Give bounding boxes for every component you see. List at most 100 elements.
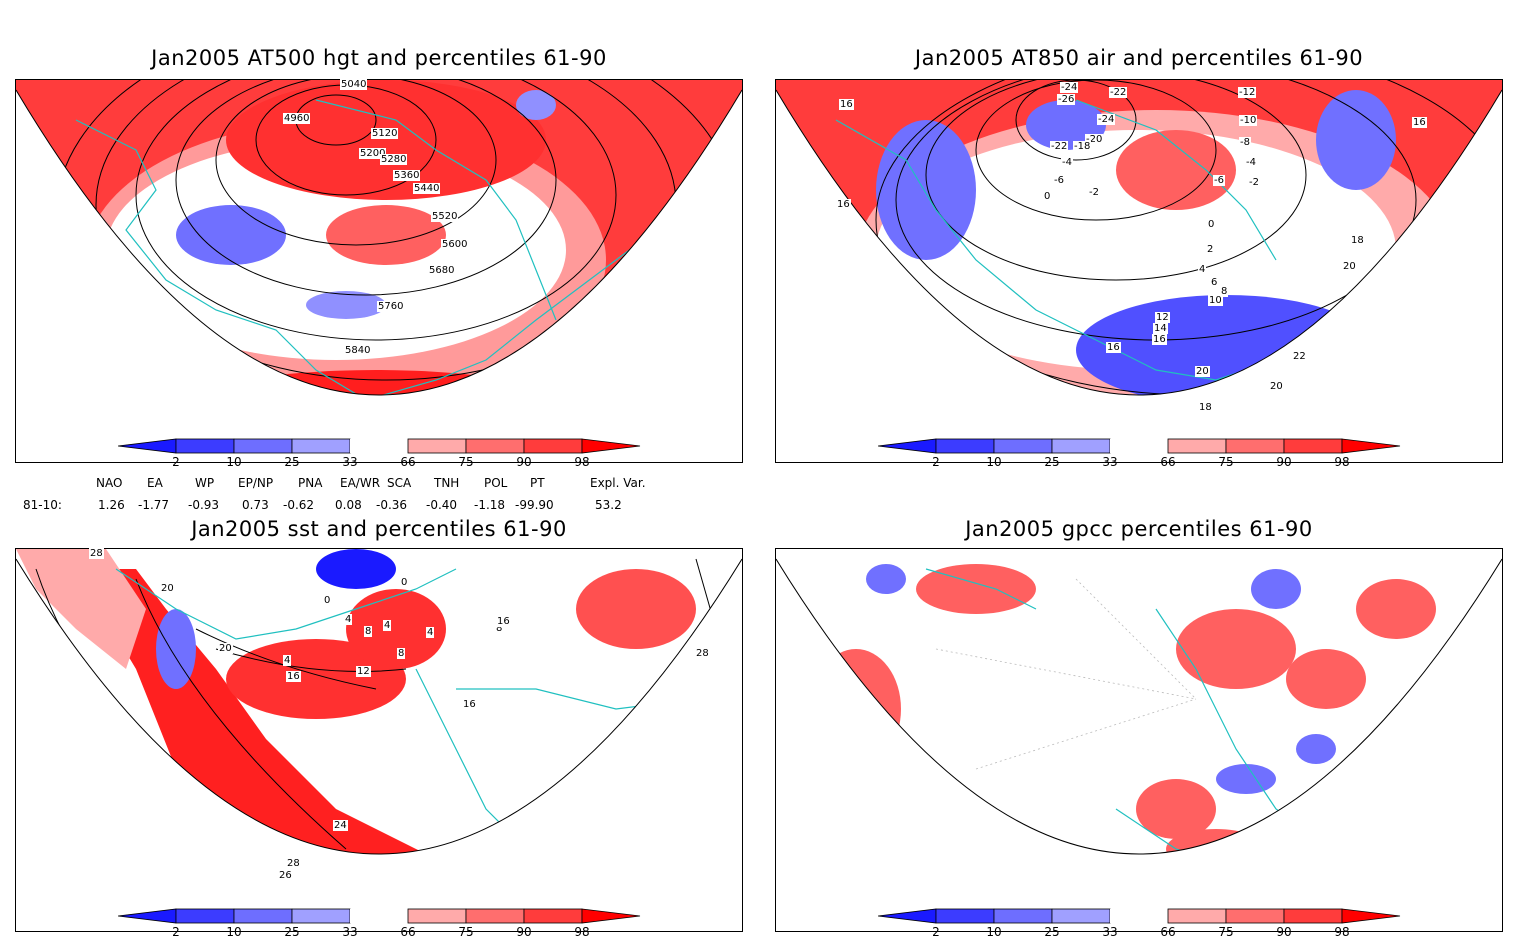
colorbar-segment [935,908,995,924]
tc-value-ea: -1.77 [138,498,170,512]
panel-title-gpcc: Jan2005 gpcc percentiles 61-90 [965,517,1313,541]
tc-header-pt: PT [530,476,545,490]
contour-labels-hgt500: 4960 5120 5200 5280 5360 5440 5520 5600 5680 5760… [15,79,741,461]
contour-label: -10 [1239,115,1258,126]
tick-label: 25 [1044,925,1060,939]
tick-label: 75 [458,925,474,939]
contour-label: 8 [495,623,504,634]
colorbar-4: 2 10 25 33 66 75 90 98 [878,908,1418,948]
contour-label: -22 [1050,141,1069,152]
contour-label: 5440 [413,183,441,194]
colorbar-segment [175,908,235,924]
contour-label: 20 [1195,366,1210,377]
tc-value-eawr: 0.08 [335,498,362,512]
tick-label: 33 [342,455,358,469]
contour-label: -4 [1245,157,1257,168]
tick-label: 98 [1334,455,1350,469]
map-sst [15,548,743,932]
map-sst-svg [16,549,742,855]
map-air850-svg [776,80,1502,396]
tc-header-pol: POL [484,476,508,490]
contour-label: 16 [836,199,851,210]
contour-label: 6 [1210,277,1219,288]
tick-label: 10 [986,455,1002,469]
tc-value-epnp: 0.73 [242,498,269,512]
tick-label: 66 [1160,925,1176,939]
contour-label: 12 [1155,312,1170,323]
contour-labels-sst: 28 20 0 0 4 8 4 4 20 4 16 12 16 8 8 16 24 28 26 28 [15,548,741,900]
contour-label: 10 [1208,295,1223,306]
contour-label: 24 [333,820,348,831]
contour-label: 2 [1206,244,1215,255]
contour-label: 8 [397,648,406,659]
contour-label: 12 [356,666,371,677]
tick-label: 98 [574,925,590,939]
tc-value-tnh: -0.40 [426,498,458,512]
tick-label: 2 [172,925,180,939]
contour-label: 20 [218,643,233,654]
teleconnection-table: NAO EA WP EP/NP PNA EA/WR SCA TNH POL PT… [0,470,760,516]
colorbar-segment [1167,908,1227,924]
contour-label: 26 [278,870,293,881]
contour-label: 0 [1043,191,1052,202]
contour-label: -6 [1053,175,1065,186]
contour-label: 28 [695,648,710,659]
tick-label: 33 [342,925,358,939]
contour-label: 16 [1106,342,1121,353]
contour-labels-air850: -24 -26 -22 -22 -24 -20 -18 -4 -6 -2 0 -12 -10 -8 -4 -6… [775,79,1501,461]
contour-label: 20 [1342,261,1357,272]
tc-header-explvar: Expl. Var. [590,476,646,490]
contour-label: 16 [496,616,511,627]
map-gpcc [775,548,1503,932]
contour-label: -12 [1238,87,1257,98]
contour-label: 4 [426,627,435,638]
colorbar-1: 2 10 25 33 66 75 90 98 [118,438,658,478]
contour-label: 16 [462,699,477,710]
tick-label: 33 [1102,925,1118,939]
tc-header-nao: NAO [96,476,123,490]
colorbar-segment [1283,908,1343,924]
contour-label: 0 [1207,219,1216,230]
contour-label: -18 [1073,141,1092,152]
tick-label: 2 [172,455,180,469]
tc-value-wp: -0.93 [188,498,220,512]
colorbar-segment [1110,909,1168,923]
contour-label: 28 [89,548,104,559]
contour-label: 4 [383,620,392,631]
tick-label: 10 [226,925,242,939]
colorbar-arrow-high [1341,438,1401,454]
contour-label: 5040 [340,79,368,90]
tc-value-sca: -0.36 [376,498,408,512]
colorbar-arrow-high [1341,908,1401,924]
tick-label: 98 [1334,925,1350,939]
tick-label: 75 [1218,455,1234,469]
tc-value-pna: -0.62 [283,498,315,512]
colorbar-2: 2 10 25 33 66 75 90 98 [878,438,1418,478]
contour-label: 5760 [377,301,405,312]
tick-label: 25 [284,455,300,469]
tick-label: 33 [1102,455,1118,469]
colorbar-arrow-high [581,438,641,454]
tc-value-pt: -99.90 [515,498,554,512]
tc-value-pol: -1.18 [474,498,506,512]
contour-label: 4 [283,655,292,666]
colorbar-segment [993,908,1053,924]
contour-label: 16 [839,99,854,110]
contour-label: 4 [1198,264,1207,275]
contour-label: 4960 [283,113,311,124]
colorbar-segment [1051,908,1111,924]
contour-label: 5200 [359,148,387,159]
colorbar-segment [1110,439,1168,453]
tc-header-wp: WP [195,476,215,490]
contour-label: -2 [1088,187,1100,198]
colorbar-segment [1225,908,1285,924]
contour-label: 8 [1220,286,1229,297]
contour-label: -20 [1085,134,1104,145]
tick-label: 10 [986,925,1002,939]
tick-label: 66 [400,925,416,939]
contour-label: 5600 [441,239,469,250]
tc-value-nao: 1.26 [98,498,125,512]
tick-label: 66 [1160,455,1176,469]
contour-label: 5360 [393,170,421,181]
contour-label: -26 [1057,94,1076,105]
